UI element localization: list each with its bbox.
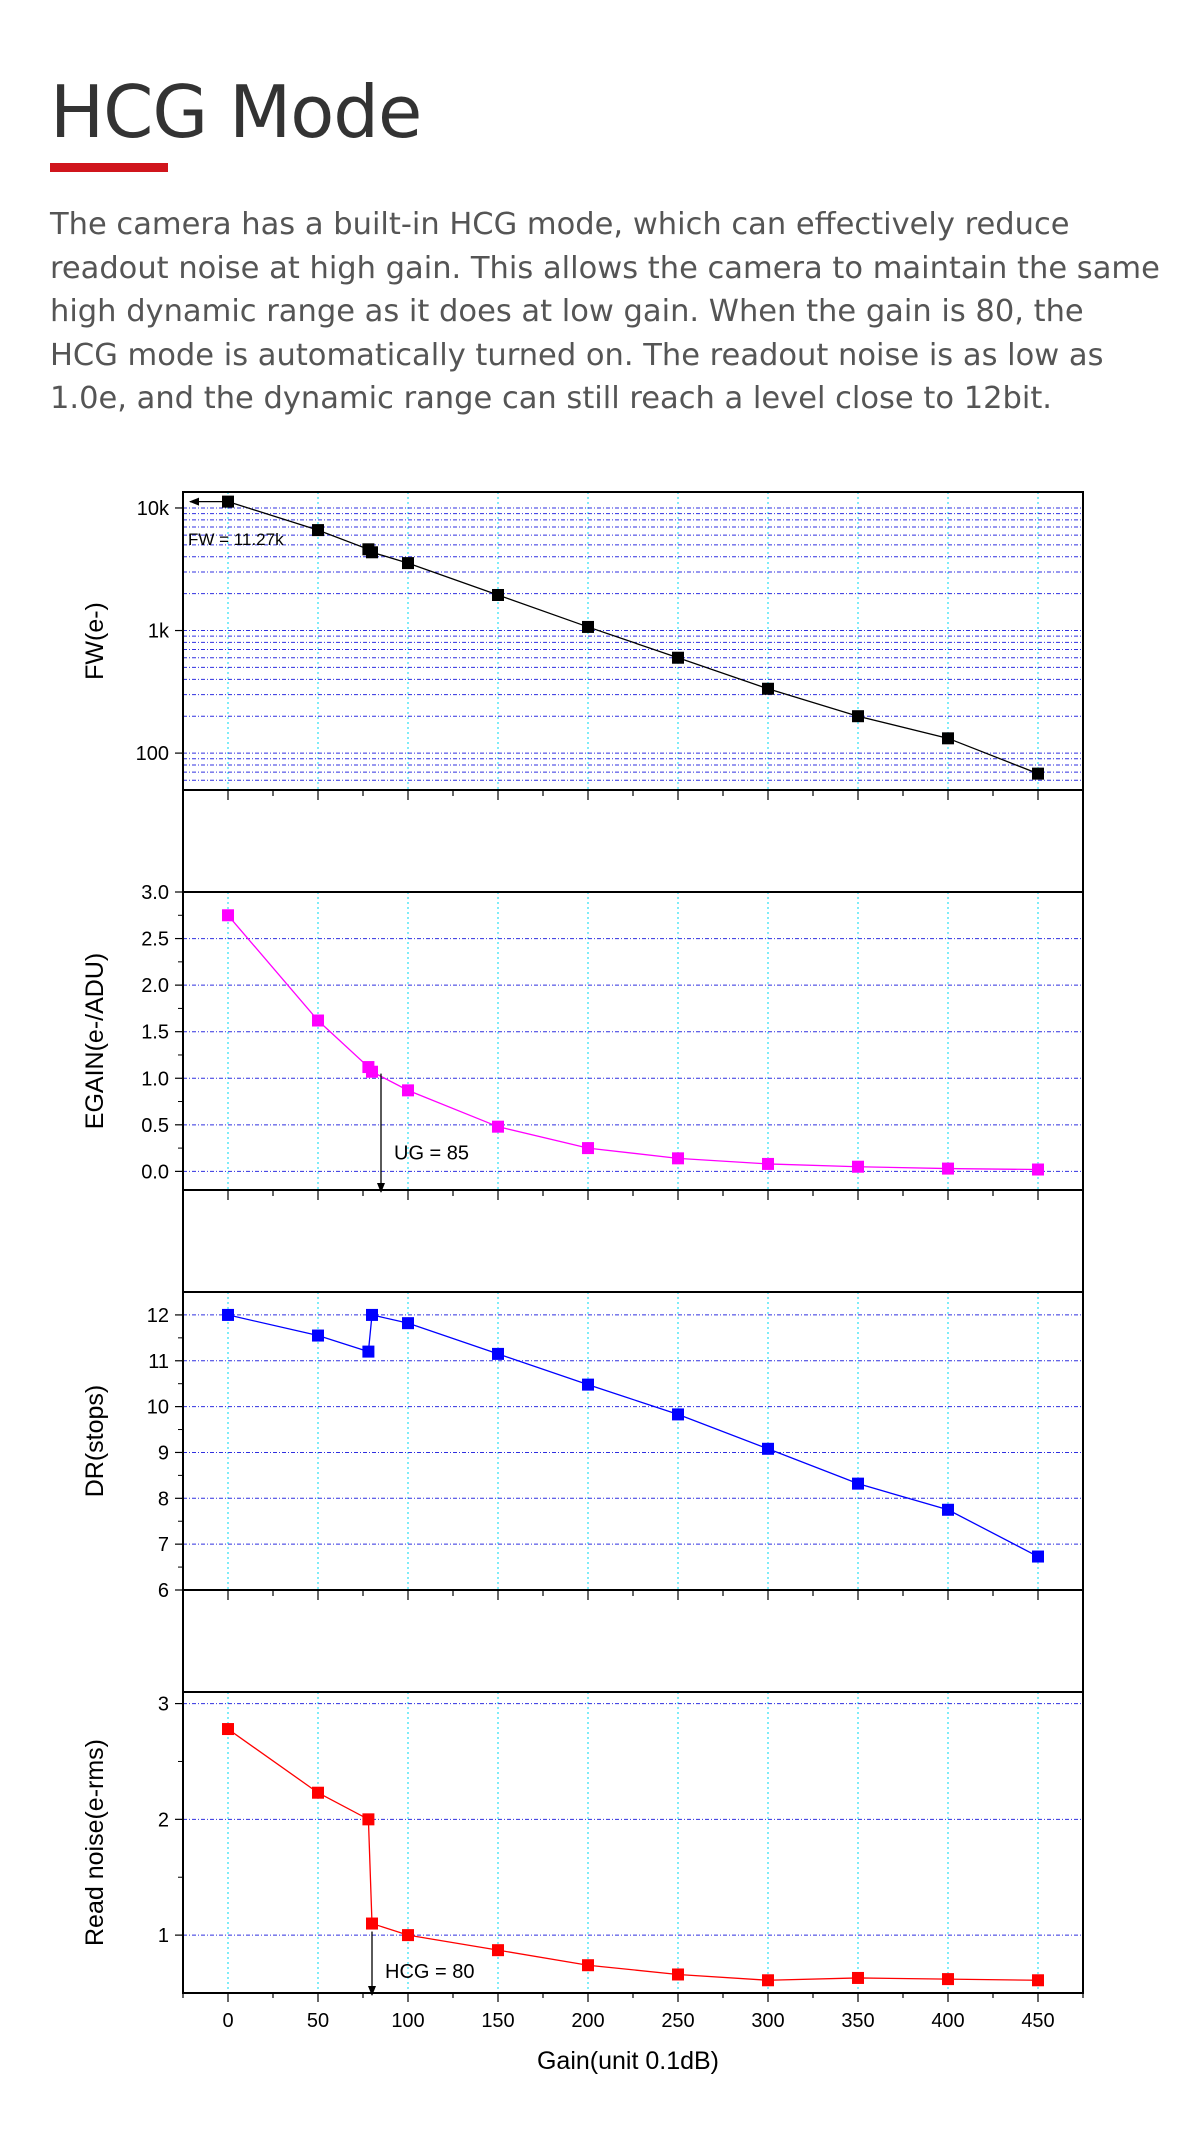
egain-series-line [227, 914, 1039, 1171]
read_noise-ytick-label: 1 [158, 1925, 169, 1947]
xtick-label: 100 [391, 2010, 424, 2032]
fw-annotation: FW = 11.27k [188, 530, 284, 549]
egain-point [402, 1084, 414, 1097]
fw-ytick-label: 10k [137, 498, 170, 520]
read_noise-ytick-label: 3 [158, 1694, 169, 1716]
read_noise-point [1032, 1974, 1044, 1987]
egain-ytick-label: 3.0 [141, 882, 169, 904]
fw-point [582, 620, 594, 633]
fw-ylabel: FW(e-) [81, 602, 109, 680]
hcg-annotation: HCG = 80 [385, 1961, 474, 1983]
dr-point [852, 1477, 864, 1490]
dr-point [1032, 1550, 1044, 1563]
read_noise-point [366, 1917, 378, 1930]
egain-ytick-label: 1.5 [141, 1022, 169, 1044]
dr-ytick-label: 12 [147, 1305, 169, 1327]
xtick-label: 400 [931, 2010, 964, 2032]
read_noise-ytick-label: 2 [158, 1809, 169, 1831]
ug-annotation: UG = 85 [394, 1142, 469, 1164]
egain-ytick-label: 1.0 [141, 1068, 169, 1090]
read_noise-point [362, 1813, 375, 1826]
dr-point [312, 1329, 324, 1342]
dr-series-line [227, 1314, 1039, 1558]
xtick-label: 0 [222, 2010, 233, 2032]
dr-point [942, 1503, 954, 1516]
read_noise-point [672, 1968, 684, 1981]
dr-point [366, 1308, 378, 1321]
read_noise-point [762, 1974, 774, 1987]
fw-point [762, 682, 774, 695]
fw-point [1032, 767, 1044, 780]
dr-ytick-label: 6 [158, 1580, 169, 1602]
dr-point [402, 1317, 414, 1330]
dr-ytick-label: 10 [147, 1397, 169, 1419]
fw-ytick-label: 100 [136, 743, 169, 765]
xtick-label: 200 [571, 2010, 604, 2032]
fw-series-line [227, 500, 1039, 775]
egain-point [1032, 1163, 1044, 1176]
read_noise-point [222, 1723, 234, 1736]
dr-ytick-label: 9 [158, 1442, 169, 1464]
title-underline [50, 163, 168, 172]
fw-point [942, 732, 954, 745]
dr-ytick-label: 7 [158, 1534, 169, 1556]
xtick-label: 350 [841, 2010, 874, 2032]
xtick-label: 150 [481, 2010, 514, 2032]
egain-ytick-label: 0.0 [141, 1161, 169, 1183]
xlabel: Gain(unit 0.1dB) [537, 2047, 719, 2075]
dr-point [222, 1308, 234, 1321]
egain-point [366, 1065, 378, 1078]
read_noise-point [942, 1973, 954, 1986]
dr-point [492, 1347, 504, 1360]
egain-point [852, 1160, 864, 1173]
dr-point [762, 1442, 774, 1455]
fw-point [366, 546, 378, 559]
fw-point [852, 710, 864, 723]
dr-ytick-label: 11 [148, 1351, 169, 1373]
xtick-label: 450 [1021, 2010, 1054, 2032]
dr-ytick-label: 8 [158, 1488, 169, 1510]
egain-point [492, 1120, 504, 1133]
xtick-label: 300 [751, 2010, 784, 2032]
egain-ytick-label: 2.5 [141, 929, 169, 951]
fw-point [222, 495, 234, 508]
egain-point [672, 1152, 684, 1165]
page-title: HCG Mode [50, 70, 422, 154]
egain-point [312, 1014, 324, 1027]
egain-ytick-label: 0.5 [141, 1115, 169, 1137]
fw-point [492, 588, 504, 601]
read_noise-point [492, 1944, 504, 1957]
fw-ytick-label: 1k [148, 621, 170, 643]
egain-ylabel: EGAIN(e-/ADU) [81, 953, 109, 1129]
fw-point [402, 557, 414, 570]
egain-point [582, 1142, 594, 1155]
page-description: The camera has a built-in HCG mode, whic… [50, 207, 1160, 416]
read_noise-point [402, 1929, 414, 1942]
read_noise-ylabel: Read noise(e-rms) [81, 1739, 109, 1946]
read_noise-series-line [227, 1728, 1039, 1981]
read_noise-point [582, 1959, 594, 1972]
dr-point [672, 1408, 684, 1421]
egain-point [762, 1157, 774, 1170]
xtick-label: 250 [661, 2010, 694, 2032]
fw-point [312, 524, 324, 537]
xtick-label: 50 [307, 2010, 329, 2032]
dr-point [582, 1378, 594, 1391]
dr-ylabel: DR(stops) [81, 1385, 109, 1498]
egain-point [942, 1162, 954, 1175]
read_noise-point [852, 1971, 864, 1984]
read_noise-point [312, 1786, 324, 1799]
dr-point [362, 1345, 375, 1358]
fw-point [672, 651, 684, 664]
egain-ytick-label: 2.0 [141, 975, 169, 997]
egain-point [222, 909, 234, 922]
